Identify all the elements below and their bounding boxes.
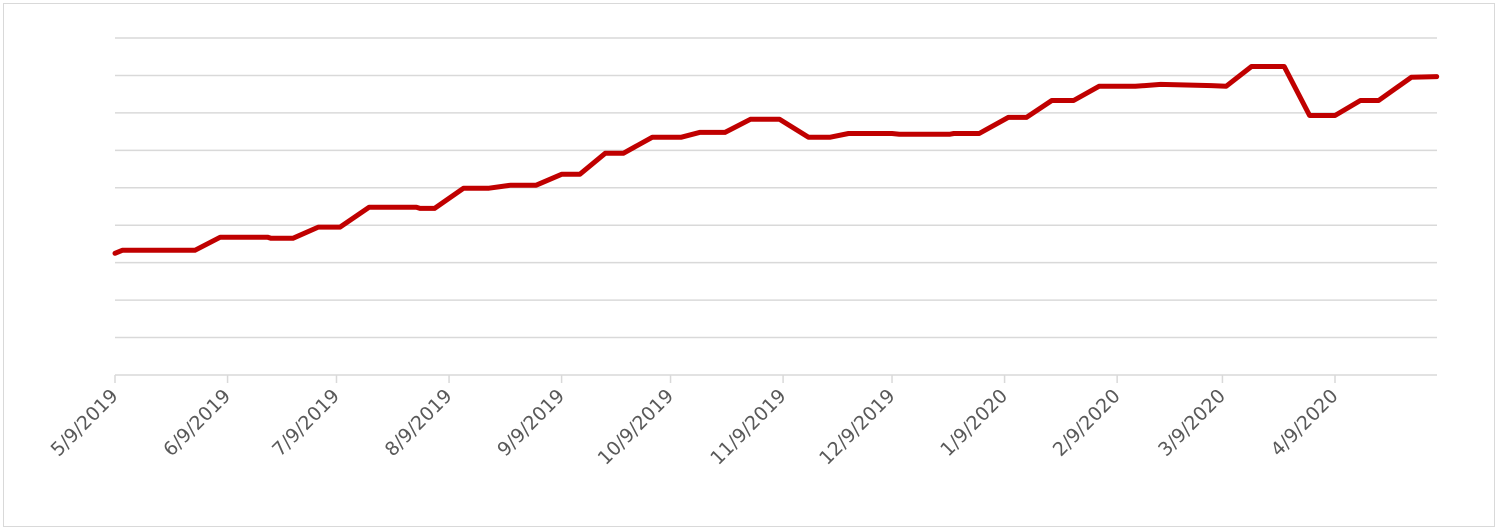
series-line [112, 64, 1440, 256]
x-tick-label: 12/9/2019 [815, 385, 899, 469]
x-tick-label: 4/9/2020 [1267, 385, 1343, 461]
x-tick-label: 5/9/2019 [47, 385, 123, 461]
x-tick-label: 10/9/2019 [594, 385, 678, 469]
x-tick-label: 3/9/2020 [1154, 385, 1230, 461]
x-tick-label: 1/9/2020 [936, 385, 1012, 461]
x-tick-label: 2/9/2020 [1049, 385, 1125, 461]
chart-area [3, 3, 1495, 527]
x-tick-label: 8/9/2019 [381, 385, 457, 461]
x-tick-label: 7/9/2019 [268, 385, 344, 461]
x-tick-label: 9/9/2019 [493, 385, 569, 461]
x-tick-label: 6/9/2019 [159, 385, 235, 461]
x-tick-label: 11/9/2019 [706, 385, 790, 469]
